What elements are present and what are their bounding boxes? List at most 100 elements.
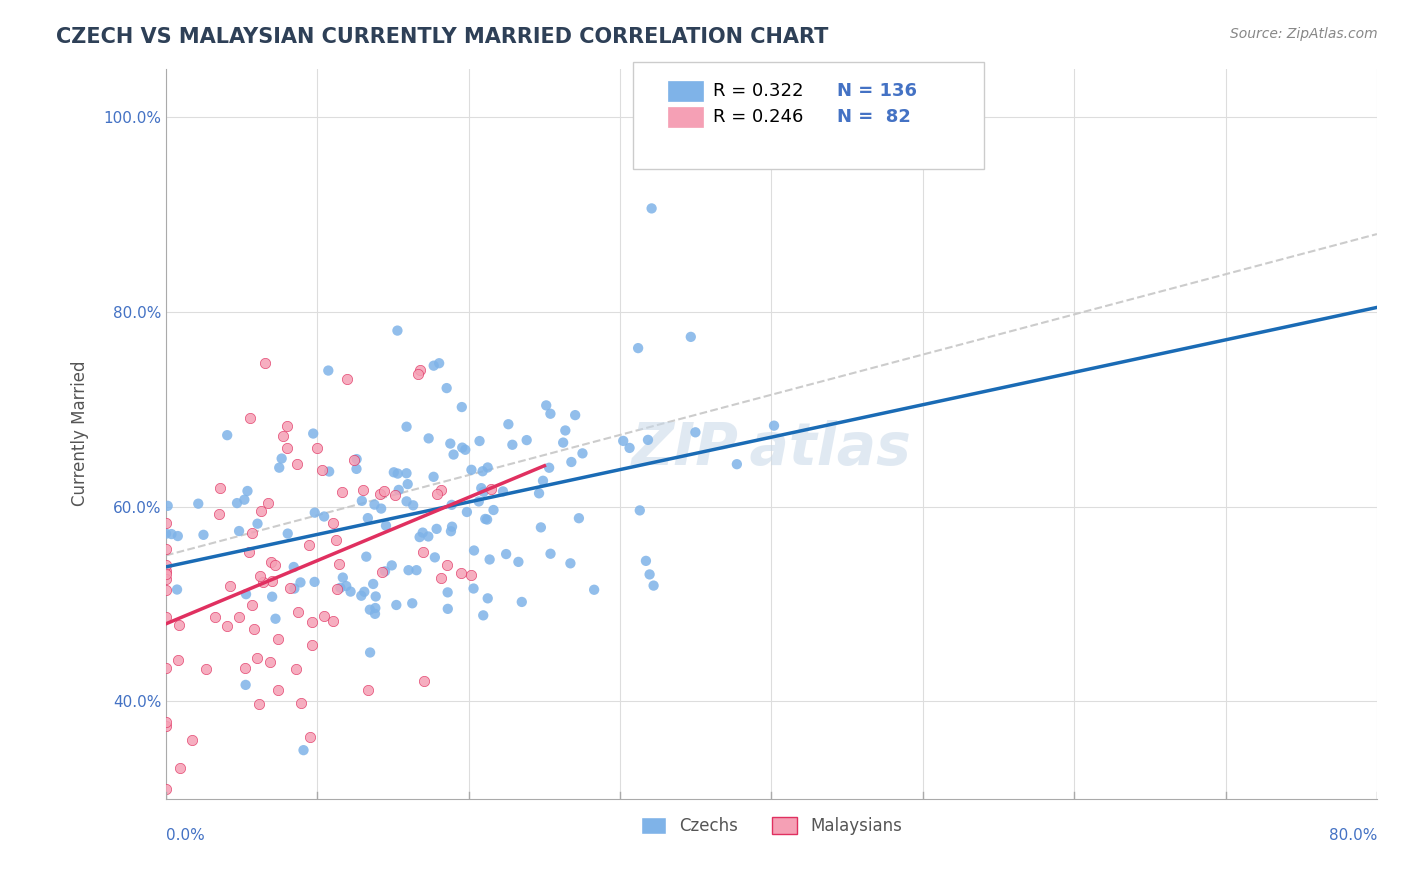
Point	[262, 590, 284, 604]
Point	[264, 558, 287, 572]
Point	[361, 577, 384, 591]
Point	[460, 463, 482, 477]
Point	[304, 506, 326, 520]
Point	[285, 662, 308, 676]
Point	[156, 499, 179, 513]
Point	[564, 408, 586, 422]
Point	[283, 582, 305, 596]
Point	[436, 558, 458, 572]
Point	[560, 455, 582, 469]
Point	[540, 547, 562, 561]
Point	[322, 516, 344, 530]
Point	[302, 426, 325, 441]
Point	[364, 607, 387, 621]
Point	[439, 436, 461, 450]
Point	[498, 417, 520, 432]
Point	[472, 608, 495, 623]
Point	[468, 434, 491, 448]
Point	[477, 591, 499, 606]
Point	[368, 487, 391, 501]
Point	[364, 601, 387, 615]
Point	[385, 598, 408, 612]
Point	[215, 619, 238, 633]
Point	[395, 467, 418, 481]
Point	[679, 330, 702, 344]
Point	[495, 547, 517, 561]
Text: Source: ZipAtlas.com: Source: ZipAtlas.com	[1230, 27, 1378, 41]
Point	[440, 498, 463, 512]
Point	[472, 484, 495, 499]
Point	[364, 590, 387, 604]
Point	[238, 544, 260, 558]
Point	[388, 483, 411, 497]
Point	[763, 418, 786, 433]
Point	[387, 324, 409, 338]
Point	[290, 696, 312, 710]
Point	[387, 467, 409, 481]
Point	[328, 557, 350, 571]
Point	[325, 533, 347, 547]
Point	[155, 719, 177, 733]
Point	[187, 497, 209, 511]
Point	[318, 465, 340, 479]
Point	[371, 565, 394, 579]
Point	[430, 571, 453, 585]
Point	[501, 438, 523, 452]
Point	[560, 557, 582, 571]
Point	[423, 550, 446, 565]
Point	[427, 356, 450, 370]
Point	[155, 541, 177, 556]
Point	[463, 582, 485, 596]
Point	[375, 518, 398, 533]
Point	[456, 505, 478, 519]
Point	[627, 341, 650, 355]
Point	[276, 418, 298, 433]
Point	[510, 595, 533, 609]
Point	[217, 428, 239, 442]
Point	[228, 524, 250, 538]
Point	[384, 487, 406, 501]
Point	[422, 359, 444, 373]
Point	[155, 516, 177, 530]
Point	[269, 460, 291, 475]
Point	[482, 503, 505, 517]
Point	[357, 682, 380, 697]
Point	[236, 483, 259, 498]
Point	[475, 512, 498, 526]
Text: N =  82: N = 82	[837, 108, 911, 126]
Point	[235, 587, 257, 601]
Point	[233, 661, 256, 675]
Point	[356, 549, 378, 564]
Point	[401, 596, 423, 610]
Point	[396, 477, 419, 491]
Point	[479, 483, 502, 497]
Point	[350, 493, 373, 508]
Point	[492, 484, 515, 499]
Point	[395, 419, 418, 434]
Point	[637, 433, 659, 447]
Point	[534, 398, 557, 412]
Text: R = 0.246: R = 0.246	[713, 108, 803, 126]
Point	[436, 602, 458, 616]
Point	[240, 526, 263, 541]
Point	[571, 446, 593, 460]
Point	[332, 570, 354, 584]
Point	[195, 662, 218, 676]
Point	[208, 508, 231, 522]
Point	[264, 612, 287, 626]
Point	[531, 474, 554, 488]
Point	[260, 555, 283, 569]
Point	[395, 494, 418, 508]
Point	[155, 572, 177, 586]
Point	[298, 537, 321, 551]
Point	[242, 622, 264, 636]
Point	[290, 575, 312, 590]
Point	[451, 441, 474, 455]
Point	[246, 650, 269, 665]
Point	[612, 434, 634, 448]
Point	[311, 463, 333, 477]
Point	[516, 433, 538, 447]
Point	[259, 656, 281, 670]
Text: ZIP atlas: ZIP atlas	[631, 420, 911, 477]
Point	[335, 579, 357, 593]
